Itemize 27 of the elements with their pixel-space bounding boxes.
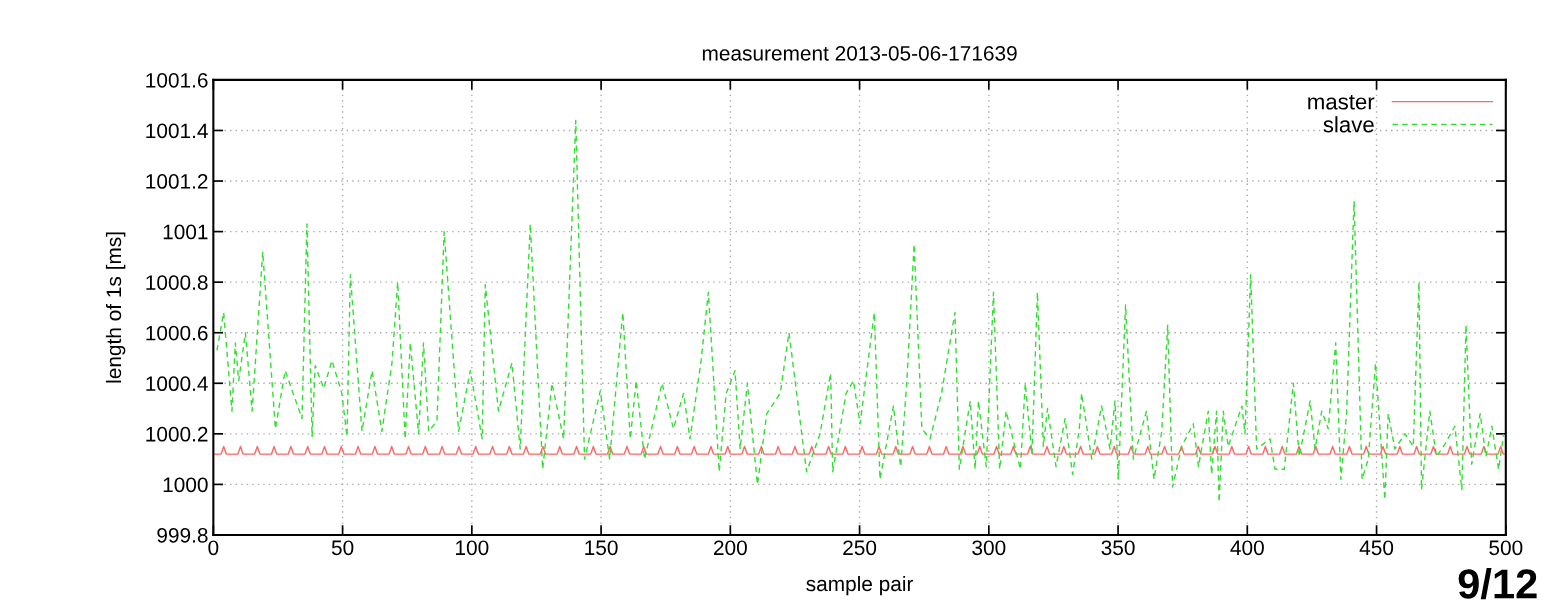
y-tick-label: 1001 xyxy=(163,224,208,240)
y-tick-label: 1000 xyxy=(163,477,208,493)
chart-title: measurement 2013-05-06-171639 xyxy=(702,45,1017,61)
y-tick-label: 1000.2 xyxy=(146,426,208,442)
y-tick-label: 1001.2 xyxy=(146,174,208,189)
y-tick-label: 1000.8 xyxy=(146,275,208,290)
x-axis-title: sample pair xyxy=(806,575,914,596)
text: 9/12 xyxy=(1458,568,1537,600)
x-tick-label: 250 xyxy=(843,540,877,556)
x-tick-label: 100 xyxy=(456,540,489,556)
x-tick-label: 350 xyxy=(1101,540,1135,556)
x-tick-label: 300 xyxy=(972,540,1006,556)
x-tick-label: 0 xyxy=(208,540,219,556)
x-tick-label: 150 xyxy=(585,540,618,556)
y-tick-label: 1000.6 xyxy=(146,325,208,341)
x-tick-label: 500 xyxy=(1489,540,1523,556)
y-axis-title: length of 1s [ms] xyxy=(105,232,126,383)
x-tick-label: 50 xyxy=(331,540,354,556)
y-tick-label: 1001.4 xyxy=(146,123,208,139)
x-tick-label: 400 xyxy=(1230,540,1264,556)
x-tick-label: 200 xyxy=(714,540,747,556)
y-tick-label: 1001.6 xyxy=(146,72,208,88)
legend-label: master xyxy=(1308,94,1375,110)
legend-label: slave xyxy=(1323,116,1374,133)
y-tick-label: 999.8 xyxy=(157,527,208,543)
x-tick-label: 450 xyxy=(1359,540,1394,556)
y-tick-label: 1000.4 xyxy=(146,376,208,392)
